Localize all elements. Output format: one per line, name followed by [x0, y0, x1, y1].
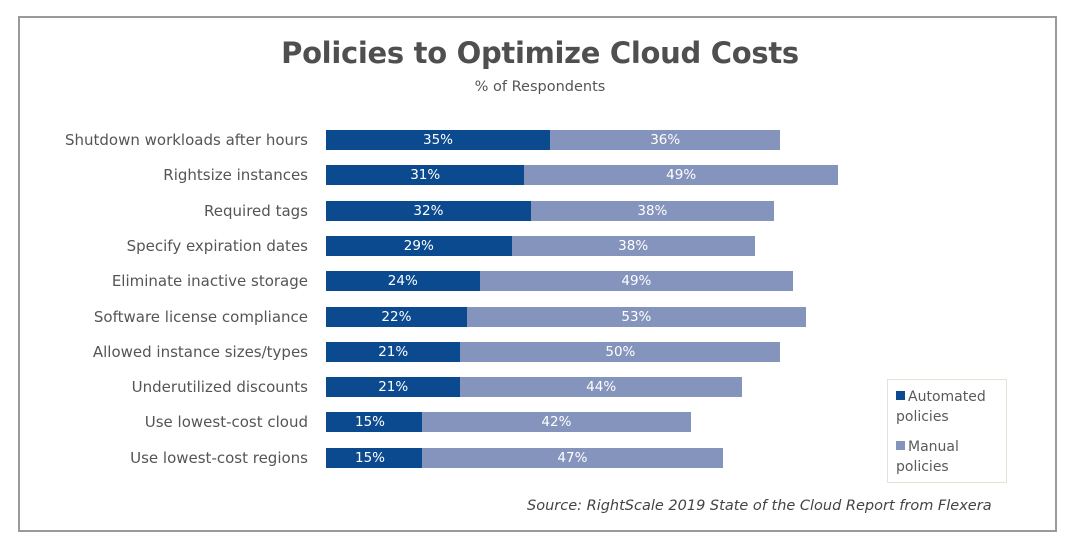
- data-label-manual: 47%: [557, 450, 588, 466]
- data-label-automated: 31%: [410, 167, 441, 183]
- data-label-automated: 32%: [413, 203, 444, 219]
- data-label-manual: 49%: [621, 273, 652, 289]
- bar-manual: [460, 377, 742, 397]
- legend-label-manual-1: Manual: [908, 439, 959, 455]
- category-label: Software license compliance: [93, 308, 308, 326]
- chart-subtitle: % of Respondents: [474, 79, 606, 95]
- data-label-manual: 38%: [618, 238, 649, 254]
- data-label-automated: 24%: [387, 273, 418, 289]
- bar-manual: [460, 342, 781, 362]
- data-label-automated: 21%: [378, 344, 409, 360]
- bar-manual: [422, 448, 723, 468]
- bar-manual: [524, 165, 838, 185]
- bar-automated: [326, 165, 525, 185]
- bar-manual: [479, 271, 794, 291]
- bar-automated: [326, 307, 467, 327]
- bar-automated: [326, 236, 512, 256]
- bar-automated: [326, 130, 550, 150]
- bar-automated: [326, 342, 461, 362]
- data-label-manual: 50%: [605, 344, 636, 360]
- legend-swatch-automated: [896, 391, 905, 400]
- data-label-automated: 35%: [422, 132, 453, 148]
- data-label-automated: 29%: [403, 238, 434, 254]
- data-label-manual: 38%: [637, 203, 668, 219]
- bar-manual: [466, 307, 806, 327]
- bar-manual: [422, 412, 691, 432]
- data-label-manual: 49%: [666, 167, 697, 183]
- bar-automated: [326, 412, 422, 432]
- bar-automated: [326, 377, 461, 397]
- category-label: Shutdown workloads after hours: [64, 131, 308, 149]
- category-label: Required tags: [204, 202, 308, 220]
- category-label: Use lowest-cost cloud: [144, 413, 308, 431]
- data-label-automated: 15%: [354, 414, 385, 430]
- bar-manual: [530, 201, 774, 221]
- legend-swatch-manual: [896, 441, 905, 450]
- bar-automated: [326, 201, 531, 221]
- legend-label-automated-1: Automated: [908, 389, 986, 405]
- category-label: Rightsize instances: [163, 166, 308, 184]
- legend-item-manual: Manual policies: [896, 437, 959, 477]
- data-label-manual: 42%: [541, 414, 572, 430]
- data-label-automated: 15%: [354, 450, 385, 466]
- category-label: Underutilized discounts: [131, 378, 308, 396]
- source-note: Source: RightScale 2019 State of the Clo…: [527, 498, 992, 514]
- legend-label-automated-2: policies: [896, 409, 949, 425]
- category-label: Use lowest-cost regions: [130, 449, 308, 467]
- data-label-manual: 44%: [586, 379, 617, 395]
- legend: Automated policies Manual policies: [887, 379, 1007, 483]
- bar-manual: [511, 236, 755, 256]
- legend-item-automated: Automated policies: [896, 387, 986, 427]
- category-label: Allowed instance sizes/types: [92, 343, 308, 361]
- chart-title: Policies to Optimize Cloud Costs: [281, 36, 799, 70]
- bar-manual: [550, 130, 781, 150]
- category-label: Specify expiration dates: [126, 237, 308, 255]
- data-label-automated: 21%: [378, 379, 409, 395]
- data-label-manual: 53%: [621, 309, 652, 325]
- bar-automated: [326, 448, 422, 468]
- data-label-manual: 36%: [650, 132, 681, 148]
- category-label: Eliminate inactive storage: [111, 272, 308, 290]
- bar-automated: [326, 271, 480, 291]
- legend-label-manual-2: policies: [896, 459, 949, 475]
- data-label-automated: 22%: [381, 309, 412, 325]
